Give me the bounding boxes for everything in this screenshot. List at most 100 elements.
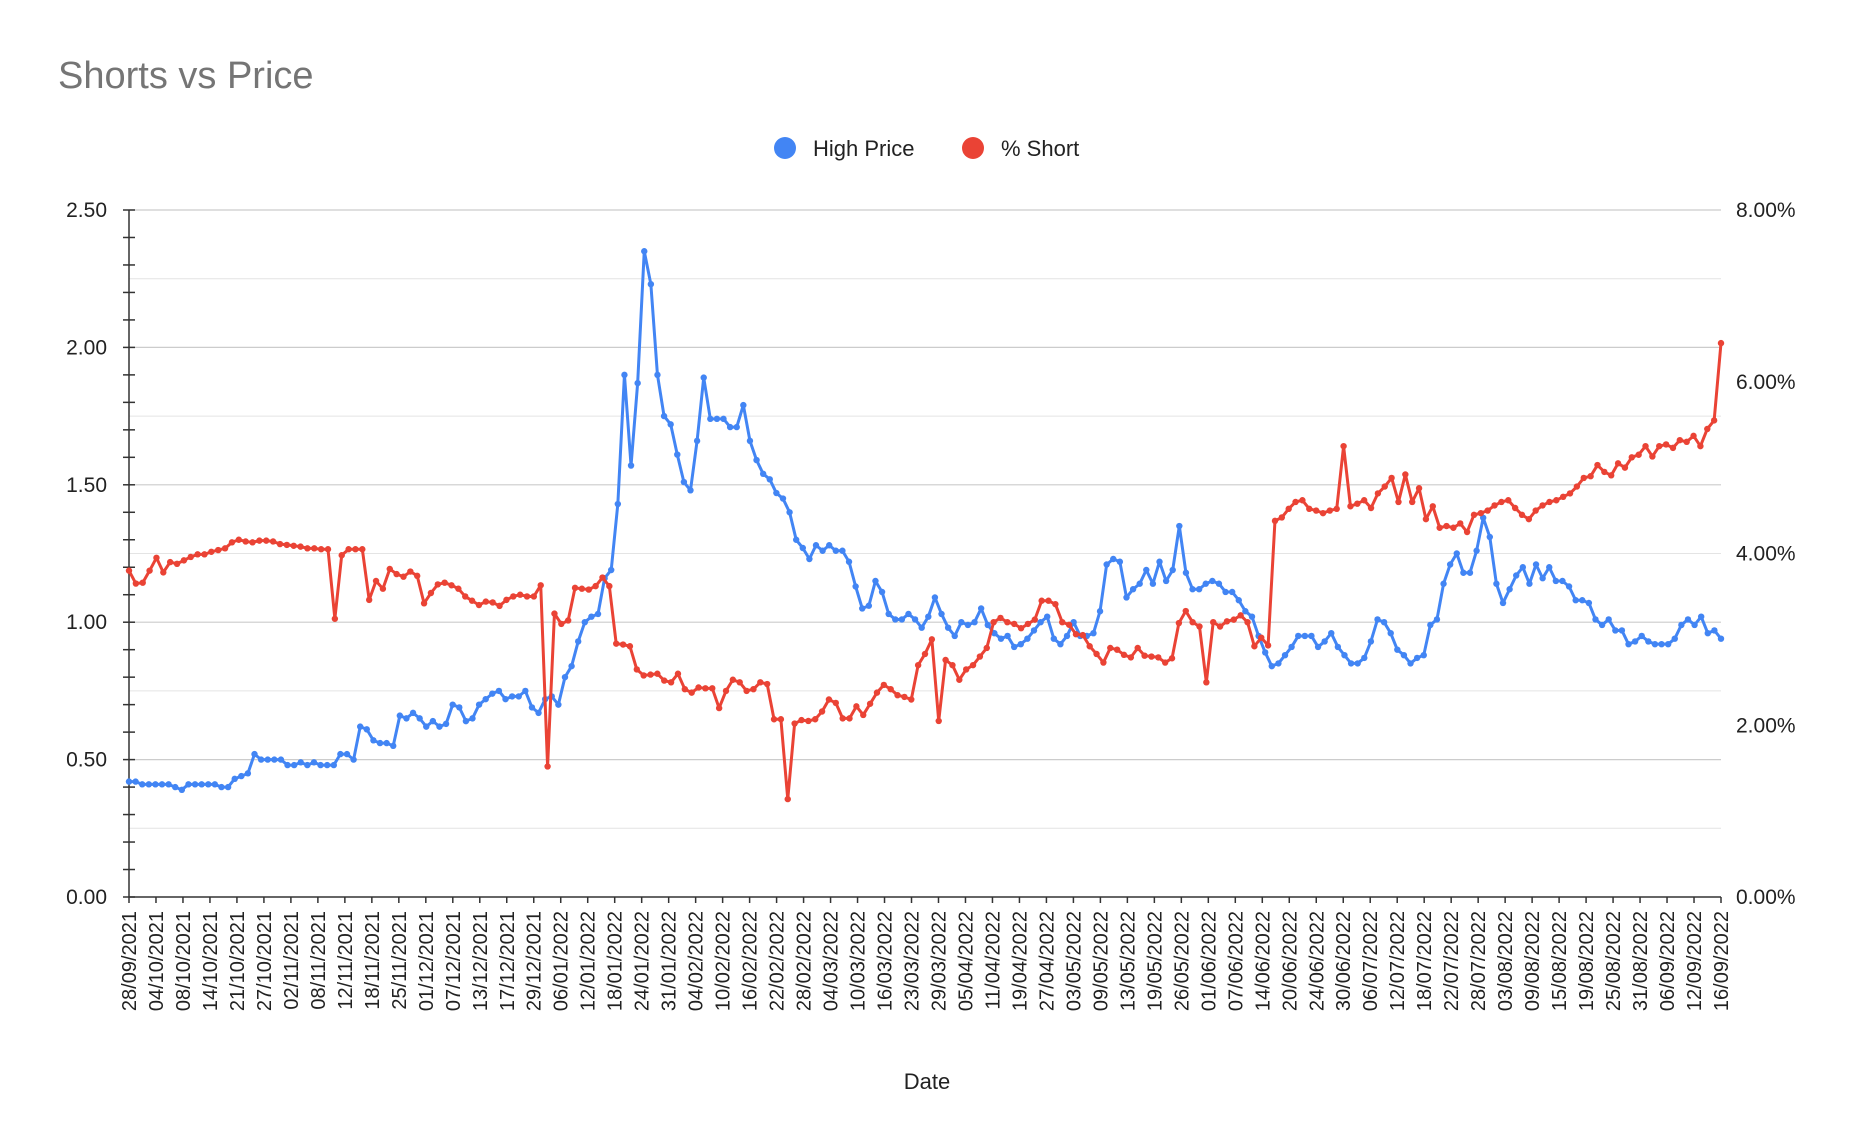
short-point (269, 538, 277, 545)
high-price-point (508, 693, 516, 700)
high-price-point (495, 687, 503, 695)
high-price-point (1546, 564, 1553, 571)
short-point (530, 593, 538, 600)
short-point (503, 596, 510, 604)
x-axis-tick-label: 28/09/2021 (119, 911, 141, 1011)
short-point (489, 599, 496, 606)
short-point (1635, 451, 1642, 458)
x-axis-tick-label: 26/05/2022 (1171, 911, 1193, 1011)
short-point (1415, 485, 1423, 492)
high-price-point (1519, 564, 1527, 571)
short-point (908, 696, 915, 703)
high-price-point (1235, 597, 1242, 604)
high-price-point (1063, 632, 1071, 640)
short-point (1395, 498, 1402, 506)
high-price-point (905, 610, 912, 618)
high-price-point (178, 786, 186, 794)
high-price-point (753, 456, 760, 464)
high-price-point (1427, 621, 1434, 629)
high-price-point (456, 704, 463, 711)
high-price-point (1215, 580, 1223, 587)
x-axis-tick-label: 02/11/2021 (281, 911, 303, 1010)
right-axis-tick-label: 4.00% (1736, 543, 1796, 566)
short-point (215, 546, 222, 554)
high-price-point (1301, 632, 1309, 640)
high-price-point (588, 613, 595, 620)
x-axis-tick-label: 07/12/2021 (443, 911, 465, 1011)
high-price-point (363, 726, 371, 733)
high-price-point (357, 723, 364, 730)
high-price-point (1195, 586, 1203, 593)
short-point (1189, 619, 1196, 626)
short-point (1457, 520, 1464, 527)
short-point (1127, 654, 1135, 661)
short-point (1374, 490, 1382, 497)
x-axis-tick-label: 13/05/2022 (1117, 911, 1139, 1011)
high-price-point (1209, 577, 1216, 585)
x-axis-tick-label: 27/04/2022 (1036, 911, 1058, 1011)
high-price-point (1222, 588, 1229, 596)
x-axis-tick-label: 14/06/2022 (1252, 911, 1274, 1011)
x-axis-tick-label: 22/02/2022 (767, 911, 789, 1011)
short-point (935, 717, 942, 725)
high-price-point (1631, 638, 1639, 645)
high-price-point (1671, 635, 1678, 642)
legend-label-short: % Short (1001, 136, 1079, 161)
high-price-point (799, 544, 806, 552)
short-point (1120, 651, 1128, 659)
short-point (153, 554, 160, 561)
short-point (1093, 650, 1100, 658)
short-point (619, 641, 627, 648)
high-price-point (1228, 588, 1236, 596)
short-point (372, 577, 380, 585)
high-price-point (132, 778, 139, 785)
x-axis-tick-label: 28/07/2022 (1468, 911, 1490, 1011)
high-price-point (740, 401, 747, 409)
short-point (564, 617, 572, 624)
high-price-point (337, 750, 344, 758)
high-price-point (1136, 580, 1143, 587)
high-price-point (1598, 621, 1606, 629)
x-axis-tick-label: 21/10/2021 (227, 911, 249, 1011)
short-point (901, 693, 908, 701)
high-price-point (330, 761, 337, 769)
high-price-point (627, 462, 635, 469)
short-point (1710, 417, 1718, 424)
high-price-point (238, 772, 245, 780)
high-price-point (660, 412, 668, 420)
short-point (1587, 473, 1594, 480)
short-point (1113, 646, 1121, 653)
high-price-point (376, 739, 384, 747)
short-point (1518, 511, 1526, 519)
x-axis-tick-label: 09/05/2022 (1090, 911, 1112, 1011)
short-point (585, 586, 592, 593)
x-axis: 28/09/2021 04/10/2021 08/10/2021 14/10/2021… (119, 897, 1733, 1011)
short-point (894, 691, 901, 699)
high-price-point (158, 781, 166, 788)
high-price-point (416, 715, 423, 722)
high-price-point (475, 701, 483, 708)
short-point (338, 552, 345, 559)
short-point (256, 537, 263, 544)
high-price-point (310, 759, 318, 766)
high-price-point (1328, 629, 1335, 637)
short-point (1628, 454, 1635, 461)
short-point (983, 644, 990, 652)
left-axis-tick-label: 2.50 (66, 199, 107, 222)
high-price-point (1030, 627, 1038, 634)
short-point (1704, 425, 1711, 433)
left-axis-tick-label: 2.00 (66, 336, 107, 359)
high-price-point (1394, 646, 1401, 653)
short-point (688, 689, 695, 696)
high-price-point (1697, 613, 1705, 620)
short-point (139, 579, 146, 586)
high-price-point (832, 547, 840, 554)
high-price-point (1579, 597, 1586, 604)
x-axis-tick-label: 10/02/2022 (713, 911, 735, 1011)
x-axis-tick-label: 12/01/2022 (578, 911, 600, 1011)
right-axis-tick-label: 0.00% (1736, 886, 1796, 909)
short-point (633, 666, 640, 673)
high-price-point (1645, 638, 1652, 645)
high-price-point (1499, 599, 1507, 607)
legend: High Price % Short (774, 136, 1079, 161)
